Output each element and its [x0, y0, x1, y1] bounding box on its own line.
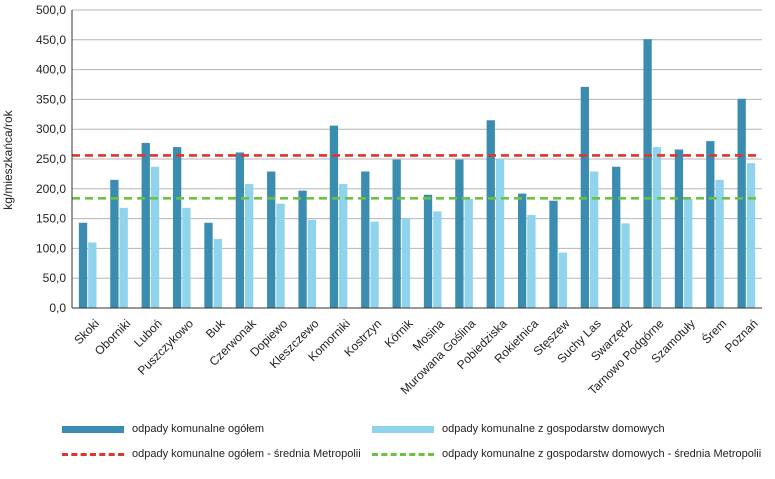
bar-total: [298, 190, 307, 308]
bar-household: [746, 163, 756, 308]
bar-household: [307, 219, 317, 308]
y-tick-label: 450,0: [36, 33, 66, 47]
bar-household: [213, 238, 222, 308]
bar-total: [141, 142, 150, 308]
bar-total: [204, 222, 213, 308]
bar-household: [684, 198, 693, 308]
y-axis-label: kg/mieszkańca/rok: [1, 109, 15, 209]
y-tick-label: 400,0: [36, 63, 66, 77]
bar-household: [527, 215, 536, 308]
bar-total: [643, 39, 652, 308]
bar-total: [706, 141, 715, 308]
y-tick-label: 250,0: [36, 152, 66, 166]
bar-household: [245, 184, 254, 308]
reference-lines: [72, 154, 756, 200]
y-tick-label: 50,0: [43, 271, 67, 285]
bar-total: [392, 159, 401, 308]
bars: [78, 39, 756, 309]
bar-household: [558, 252, 567, 308]
bar-household: [464, 198, 473, 308]
bar-total: [612, 166, 621, 308]
bar-total: [517, 193, 527, 308]
bar-total: [267, 171, 276, 308]
bar-household: [339, 184, 348, 308]
bar-total: [737, 98, 746, 308]
bar-household: [621, 223, 630, 308]
bar-total: [235, 152, 244, 308]
bar-total: [110, 179, 119, 308]
y-tick-label: 0,0: [49, 301, 66, 315]
axes: [71, 10, 762, 309]
bar-household: [276, 203, 285, 308]
bar-total: [674, 149, 684, 308]
bar-total: [361, 171, 370, 308]
bar-household: [652, 147, 662, 308]
bar-household: [88, 242, 97, 308]
bar-total: [486, 120, 495, 308]
bar-household: [715, 179, 724, 308]
y-tick-label: 200,0: [36, 182, 66, 196]
y-tick-label: 150,0: [36, 212, 66, 226]
bar-household: [119, 207, 128, 308]
bar-total: [78, 222, 88, 308]
bar-total: [423, 194, 433, 308]
bar-total: [549, 200, 558, 308]
x-tick-label: Buk: [203, 316, 228, 341]
y-tick-label: 300,0: [36, 122, 66, 136]
y-tick-labels: 0,0 50,0 100,0 150,0 200,0 250,0 300,0 350,0 400…: [36, 3, 66, 315]
bar-household: [433, 211, 442, 308]
x-tick-label: Poznań: [722, 316, 761, 355]
bar-household: [401, 218, 411, 308]
bar-total: [329, 125, 339, 309]
y-tick-label: 350,0: [36, 92, 66, 106]
bar-household: [495, 159, 505, 308]
bar-household: [590, 171, 599, 308]
y-tick-label: 500,0: [36, 3, 66, 17]
bar-total: [172, 147, 182, 308]
bar-total: [455, 159, 464, 308]
y-tick-label: 100,0: [36, 241, 66, 255]
bar-household: [182, 207, 191, 308]
bar-household: [150, 166, 160, 308]
bar-household: [370, 221, 379, 308]
